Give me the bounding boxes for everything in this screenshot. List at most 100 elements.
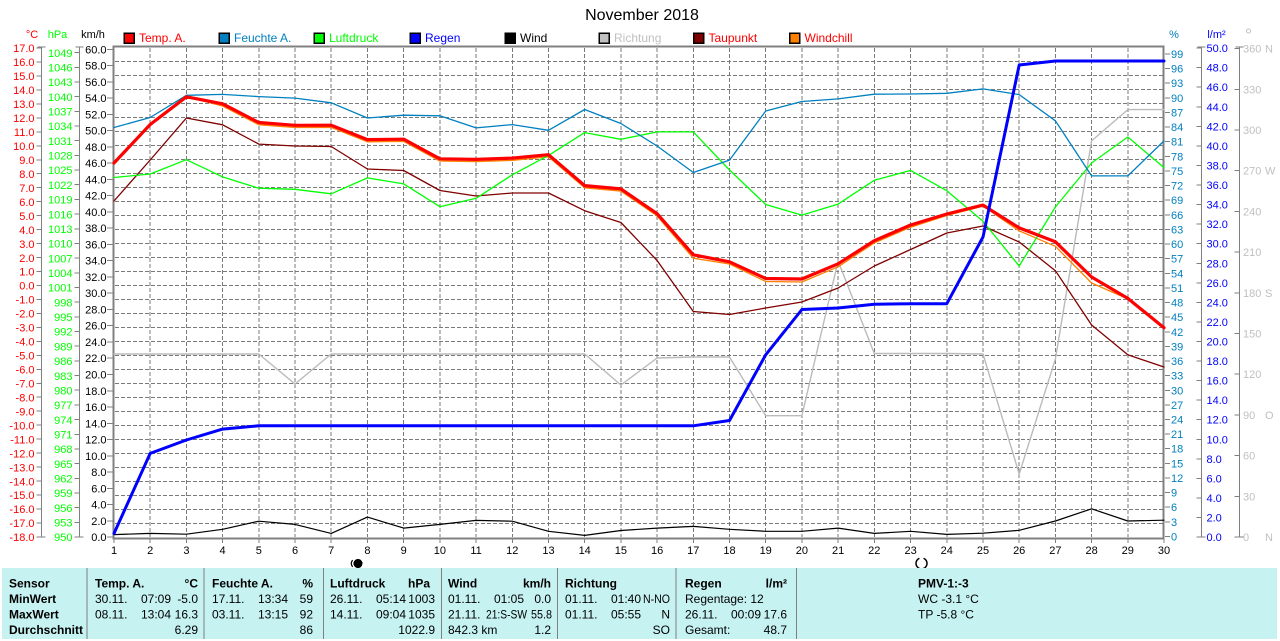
svg-text:Temp. A.: Temp. A. <box>95 577 144 591</box>
svg-text:977: 977 <box>54 400 72 412</box>
svg-text:42.0: 42.0 <box>85 191 106 203</box>
svg-text:11.0: 11.0 <box>14 127 35 139</box>
svg-text:14.0: 14.0 <box>1207 395 1228 407</box>
svg-text:Regen: Regen <box>685 577 722 591</box>
svg-text:N: N <box>1265 532 1273 544</box>
svg-text:1019: 1019 <box>48 195 72 207</box>
svg-text:1034: 1034 <box>48 121 72 133</box>
svg-text:Luftdruck: Luftdruck <box>330 577 386 591</box>
svg-text:30.0: 30.0 <box>85 288 106 300</box>
svg-text:30.11.: 30.11. <box>95 592 127 606</box>
svg-text:20: 20 <box>796 545 808 557</box>
svg-text:Regentage: 12: Regentage: 12 <box>685 592 764 606</box>
svg-text:12.0: 12.0 <box>13 113 34 125</box>
svg-text:8.0: 8.0 <box>19 169 34 181</box>
svg-text:995: 995 <box>54 312 72 324</box>
svg-text:-7.0: -7.0 <box>16 379 35 391</box>
svg-text:-1.0: -1.0 <box>16 295 35 307</box>
svg-text:48.0: 48.0 <box>1207 63 1228 75</box>
svg-text:MaxWert: MaxWert <box>9 608 59 622</box>
svg-text:-17.0: -17.0 <box>9 518 34 530</box>
svg-text:32.0: 32.0 <box>1207 219 1228 231</box>
svg-text:08.11.: 08.11. <box>95 608 127 622</box>
svg-text:12.0: 12.0 <box>1207 415 1228 427</box>
svg-text:28.0: 28.0 <box>1207 258 1228 270</box>
svg-text:13:04: 13:04 <box>141 608 171 622</box>
svg-text:0.0: 0.0 <box>19 281 34 293</box>
svg-text:0: 0 <box>1171 532 1177 544</box>
svg-text:-5.0: -5.0 <box>16 351 35 363</box>
svg-text:9: 9 <box>401 545 407 557</box>
svg-text:33: 33 <box>1171 371 1183 383</box>
svg-text:36.0: 36.0 <box>1207 180 1228 192</box>
svg-text:16.0: 16.0 <box>13 57 34 69</box>
svg-text:974: 974 <box>54 415 72 427</box>
svg-text:36.0: 36.0 <box>85 239 106 251</box>
svg-text:Durchschnitt: Durchschnitt <box>9 623 83 637</box>
svg-text:6.29: 6.29 <box>175 623 199 637</box>
svg-text:22.0: 22.0 <box>1207 317 1228 329</box>
svg-text:1.0: 1.0 <box>19 267 34 279</box>
svg-text:07:09: 07:09 <box>141 592 171 606</box>
svg-text:18: 18 <box>723 545 735 557</box>
svg-text:13:34: 13:34 <box>258 592 288 606</box>
svg-text:39: 39 <box>1171 341 1183 353</box>
svg-text:32.0: 32.0 <box>85 272 106 284</box>
svg-text:30: 30 <box>1171 385 1183 397</box>
svg-text:13:15: 13:15 <box>258 608 288 622</box>
svg-text:WC -3.1 °C: WC -3.1 °C <box>918 592 979 606</box>
svg-text:28.0: 28.0 <box>85 305 106 317</box>
svg-text:959: 959 <box>54 488 72 500</box>
svg-text:Richtung: Richtung <box>614 31 661 45</box>
svg-text:93: 93 <box>1171 78 1183 90</box>
svg-text:23: 23 <box>904 545 916 557</box>
svg-text:980: 980 <box>54 385 72 397</box>
svg-text:150: 150 <box>1243 329 1261 341</box>
svg-text:1035: 1035 <box>408 608 435 622</box>
svg-text:Wind: Wind <box>448 577 477 591</box>
svg-text:1004: 1004 <box>48 268 72 280</box>
svg-text:10.0: 10.0 <box>1207 434 1228 446</box>
svg-text:998: 998 <box>54 297 72 309</box>
svg-text:1: 1 <box>111 545 117 557</box>
svg-text:-6.0: -6.0 <box>16 365 35 377</box>
svg-text:l/m²: l/m² <box>1207 29 1226 41</box>
svg-text:1022: 1022 <box>48 180 72 192</box>
svg-text:November 2018: November 2018 <box>585 7 699 24</box>
svg-text:18: 18 <box>1171 444 1183 456</box>
svg-text:13.0: 13.0 <box>13 99 34 111</box>
svg-text:20.0: 20.0 <box>85 370 106 382</box>
svg-text:14.0: 14.0 <box>85 418 106 430</box>
svg-text:01.11.: 01.11. <box>565 592 597 606</box>
svg-text:75: 75 <box>1171 166 1183 178</box>
svg-text:1049: 1049 <box>48 48 72 60</box>
svg-text:Windchill: Windchill <box>805 31 853 45</box>
svg-text:-13.0: -13.0 <box>9 462 34 474</box>
svg-text:26.11.: 26.11. <box>330 592 362 606</box>
svg-text:210: 210 <box>1243 247 1261 259</box>
svg-text:00:09: 00:09 <box>731 608 761 622</box>
svg-text:TP -5.8 °C: TP -5.8 °C <box>918 608 974 622</box>
svg-text:12: 12 <box>1171 473 1183 485</box>
svg-text:7: 7 <box>328 545 334 557</box>
svg-text:965: 965 <box>54 459 72 471</box>
svg-text:W: W <box>1265 166 1276 178</box>
svg-text:15.0: 15.0 <box>13 71 34 83</box>
svg-text:30: 30 <box>1158 545 1170 557</box>
svg-text:5.0: 5.0 <box>19 211 34 223</box>
svg-text:26.11.: 26.11. <box>685 608 717 622</box>
svg-text:40.0: 40.0 <box>85 207 106 219</box>
svg-text:2.0: 2.0 <box>19 253 34 265</box>
svg-text:0.0: 0.0 <box>91 532 106 544</box>
svg-text:842.3 km: 842.3 km <box>448 623 497 637</box>
svg-text:26: 26 <box>1013 545 1025 557</box>
svg-text:36: 36 <box>1171 356 1183 368</box>
svg-text:54.0: 54.0 <box>85 93 106 105</box>
svg-text:983: 983 <box>54 371 72 383</box>
svg-text:8.0: 8.0 <box>91 467 106 479</box>
svg-text:8.0: 8.0 <box>1207 454 1222 466</box>
svg-text:300: 300 <box>1243 125 1261 137</box>
svg-text:950: 950 <box>54 532 72 544</box>
svg-text:8: 8 <box>364 545 370 557</box>
svg-text:-3.0: -3.0 <box>16 323 35 335</box>
